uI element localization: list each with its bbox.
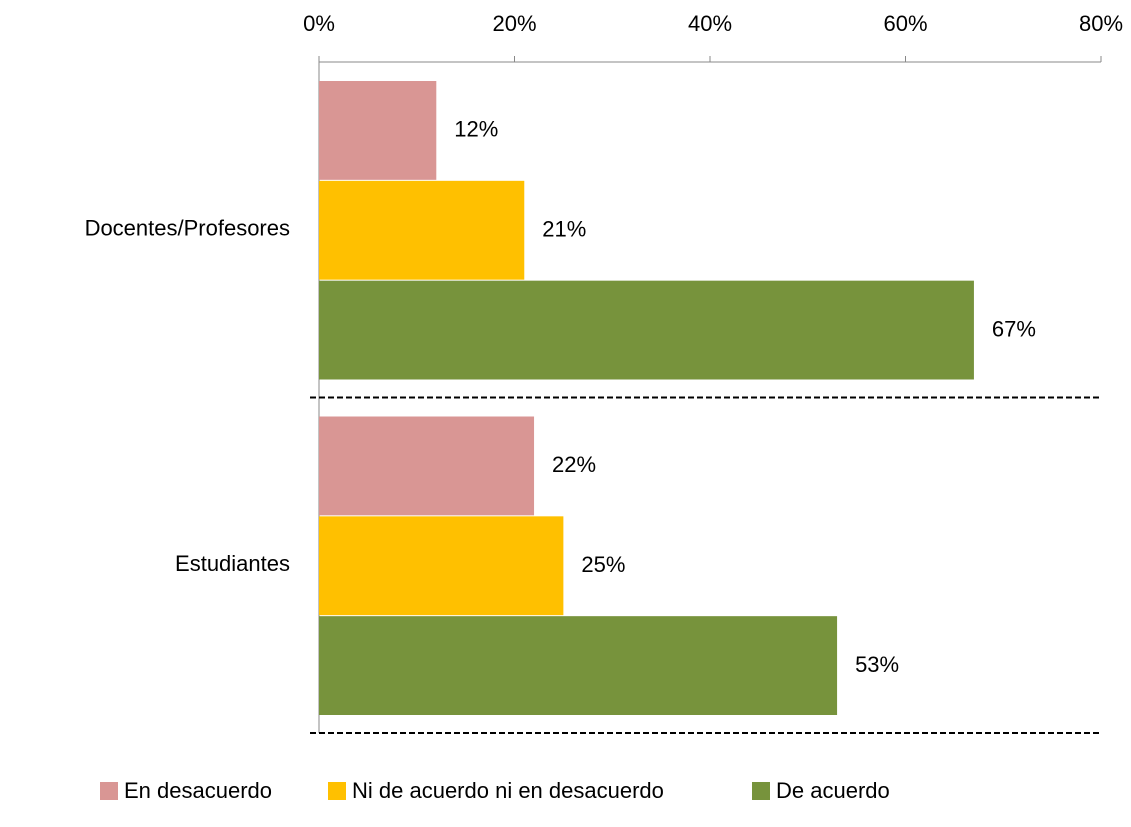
legend-swatch	[100, 782, 118, 800]
data-label: 12%	[454, 117, 498, 142]
bar	[319, 416, 535, 516]
bar	[319, 81, 437, 180]
x-tick-label: 0%	[303, 11, 335, 36]
x-tick-label: 60%	[883, 11, 927, 36]
bar	[319, 280, 974, 380]
bar	[319, 616, 838, 715]
x-tick-label: 20%	[492, 11, 536, 36]
x-tick-label: 40%	[688, 11, 732, 36]
legend-label: De acuerdo	[776, 778, 890, 803]
x-tick-label: 80%	[1079, 11, 1123, 36]
bar	[319, 180, 525, 280]
data-label: 25%	[581, 552, 625, 577]
legend-swatch	[328, 782, 346, 800]
data-label: 22%	[552, 452, 596, 477]
y-tick-label: Estudiantes	[175, 551, 290, 576]
legend-label: Ni de acuerdo ni en desacuerdo	[352, 778, 664, 803]
data-label: 53%	[855, 652, 899, 677]
bar	[319, 516, 564, 616]
legend-label: En desacuerdo	[124, 778, 272, 803]
data-label: 21%	[542, 217, 586, 242]
legend-swatch	[752, 782, 770, 800]
data-label: 67%	[992, 316, 1036, 341]
y-tick-label: Docentes/Profesores	[85, 216, 290, 241]
